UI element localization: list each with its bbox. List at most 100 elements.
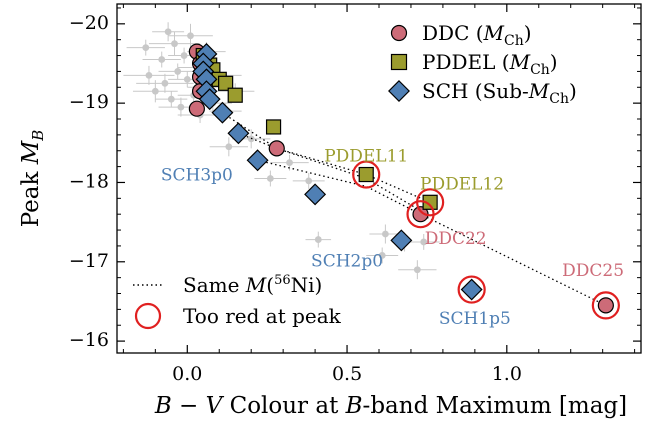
y-axis-label-part: Peak bbox=[18, 164, 44, 227]
observed-marker bbox=[164, 28, 172, 36]
observed-point-0 bbox=[123, 65, 175, 85]
sch-point-8 bbox=[246, 149, 269, 172]
annotation-label: PDDEL11 bbox=[324, 147, 408, 167]
observed-data-layer bbox=[123, 22, 440, 280]
same-ni-line-0 bbox=[225, 114, 431, 203]
observed-point-24 bbox=[254, 170, 287, 187]
legend-label-part: M bbox=[483, 21, 505, 45]
legend-item-sch: SCH (Sub-MCh) bbox=[388, 79, 577, 107]
observed-marker bbox=[161, 79, 169, 87]
observed-point-6 bbox=[158, 63, 197, 80]
legend-item-pddel: PDDEL (MCh) bbox=[390, 50, 558, 78]
observed-marker bbox=[305, 177, 313, 185]
model-points-layer bbox=[188, 42, 614, 314]
observed-marker bbox=[158, 56, 166, 63]
sch-point-6 bbox=[211, 101, 234, 124]
x-axis-label: B − V Colour at B-band Maximum [mag] bbox=[154, 393, 627, 419]
annotation-label: SCH2p0 bbox=[311, 251, 383, 271]
legend-marker-sch bbox=[388, 80, 410, 102]
observed-marker bbox=[171, 40, 178, 48]
sch-point-7 bbox=[227, 122, 250, 145]
sch-point-10 bbox=[390, 229, 413, 252]
sch-point-5 bbox=[198, 88, 221, 111]
legend-too-red-circle bbox=[134, 302, 162, 330]
observed-point-3 bbox=[136, 73, 194, 93]
legend-label-part: ) bbox=[569, 79, 577, 103]
annotation-label: SCH1p5 bbox=[439, 309, 511, 329]
same-ni-lines-layer bbox=[225, 114, 607, 306]
legend-too-red-label: Too red at peak bbox=[183, 304, 342, 328]
legend-same-ni-label: Same M(56Ni) bbox=[183, 273, 322, 297]
y-tick-label: −16 bbox=[69, 329, 109, 351]
x-axis-label-part: Colour at bbox=[222, 393, 345, 419]
legend-label-part: 56 bbox=[274, 273, 291, 288]
legend-label: SCH (Sub-MCh) bbox=[422, 79, 577, 107]
observed-point-28 bbox=[369, 224, 402, 244]
ddc-point-7 bbox=[597, 297, 614, 314]
too-red-circle-4 bbox=[591, 291, 620, 320]
x-axis-label-part: B bbox=[154, 393, 172, 419]
observed-point-32 bbox=[407, 234, 440, 250]
observed-point-29 bbox=[366, 247, 399, 264]
ddc-point-4 bbox=[188, 100, 205, 117]
observed-point-2 bbox=[142, 51, 181, 68]
legend-label-part: Ch bbox=[549, 91, 569, 107]
y-tick-label: −18 bbox=[69, 170, 109, 192]
observed-point-31 bbox=[398, 260, 437, 280]
legend-label-part: Ni) bbox=[291, 273, 323, 297]
too-red-circle-0 bbox=[352, 160, 381, 189]
legend-label-part: ) bbox=[524, 21, 532, 45]
legend-label-part: DDC ( bbox=[422, 21, 484, 45]
series-ddc bbox=[188, 43, 614, 314]
legend-item-ddc: DDC (MCh) bbox=[390, 21, 532, 49]
too-red-circle-3 bbox=[457, 275, 486, 304]
legend-label-part: Ch bbox=[530, 62, 550, 78]
axes: 0.0 0.5 1.0 −20 −19 −18 −17 −16 B − V Colour at … bbox=[18, 3, 642, 419]
legend-label-part: M bbox=[528, 79, 550, 103]
series-sch bbox=[192, 42, 483, 301]
observed-marker bbox=[286, 159, 293, 167]
x-axis-label-part: − bbox=[172, 393, 206, 419]
legend-label-part: ) bbox=[550, 50, 558, 74]
x-tick-label: 0.5 bbox=[332, 363, 362, 385]
observed-marker bbox=[314, 236, 322, 243]
observed-point-4 bbox=[155, 91, 188, 108]
legend-label: DDC (MCh) bbox=[422, 21, 532, 49]
sch-point-11 bbox=[460, 278, 483, 301]
observed-marker bbox=[177, 103, 185, 111]
x-axis-label-part: -band Maximum [mag] bbox=[363, 393, 628, 419]
observed-point-22 bbox=[209, 137, 248, 157]
observed-marker bbox=[145, 71, 153, 79]
observed-marker bbox=[151, 87, 159, 95]
observed-marker bbox=[174, 68, 182, 75]
observed-marker bbox=[225, 143, 233, 151]
legend-label-part: SCH (Sub- bbox=[422, 79, 529, 103]
y-axis-label-part: M bbox=[18, 139, 44, 165]
y-tick-label: −19 bbox=[69, 91, 109, 113]
observed-marker bbox=[266, 175, 274, 182]
ddc-point-5 bbox=[268, 140, 285, 157]
annotation-label: DDC22 bbox=[425, 229, 487, 249]
observed-marker bbox=[413, 266, 421, 274]
legend-label-part: PDDEL ( bbox=[422, 50, 510, 74]
too-red-circles-layer bbox=[352, 160, 620, 320]
annotation-label: PDDEL12 bbox=[420, 174, 504, 194]
pddel-point-6 bbox=[265, 119, 282, 135]
y-tick-label: −20 bbox=[69, 12, 109, 34]
x-tick-label: 0.0 bbox=[172, 363, 202, 385]
y-tick-label: −17 bbox=[69, 250, 109, 272]
x-axis-label-part: V bbox=[206, 393, 225, 419]
observed-point-20 bbox=[152, 22, 185, 42]
same-ni-line-1 bbox=[238, 132, 425, 214]
observed-marker bbox=[142, 44, 150, 52]
x-tick-label: 1.0 bbox=[492, 363, 522, 385]
legend-label: PDDEL (MCh) bbox=[422, 50, 558, 78]
annotations-layer: PDDEL11 PDDEL12 DDC22 DDC25 SCH3p0 SCH2p0 SCH1… bbox=[161, 147, 624, 330]
observed-point-21 bbox=[126, 39, 165, 56]
observed-point-1 bbox=[132, 80, 178, 103]
observed-point-10 bbox=[168, 23, 213, 48]
annotation-label: SCH3p0 bbox=[161, 166, 233, 186]
observed-marker bbox=[167, 95, 175, 103]
legend-label-part: Ch bbox=[504, 33, 524, 49]
y-axis-label-part: B bbox=[29, 130, 47, 142]
